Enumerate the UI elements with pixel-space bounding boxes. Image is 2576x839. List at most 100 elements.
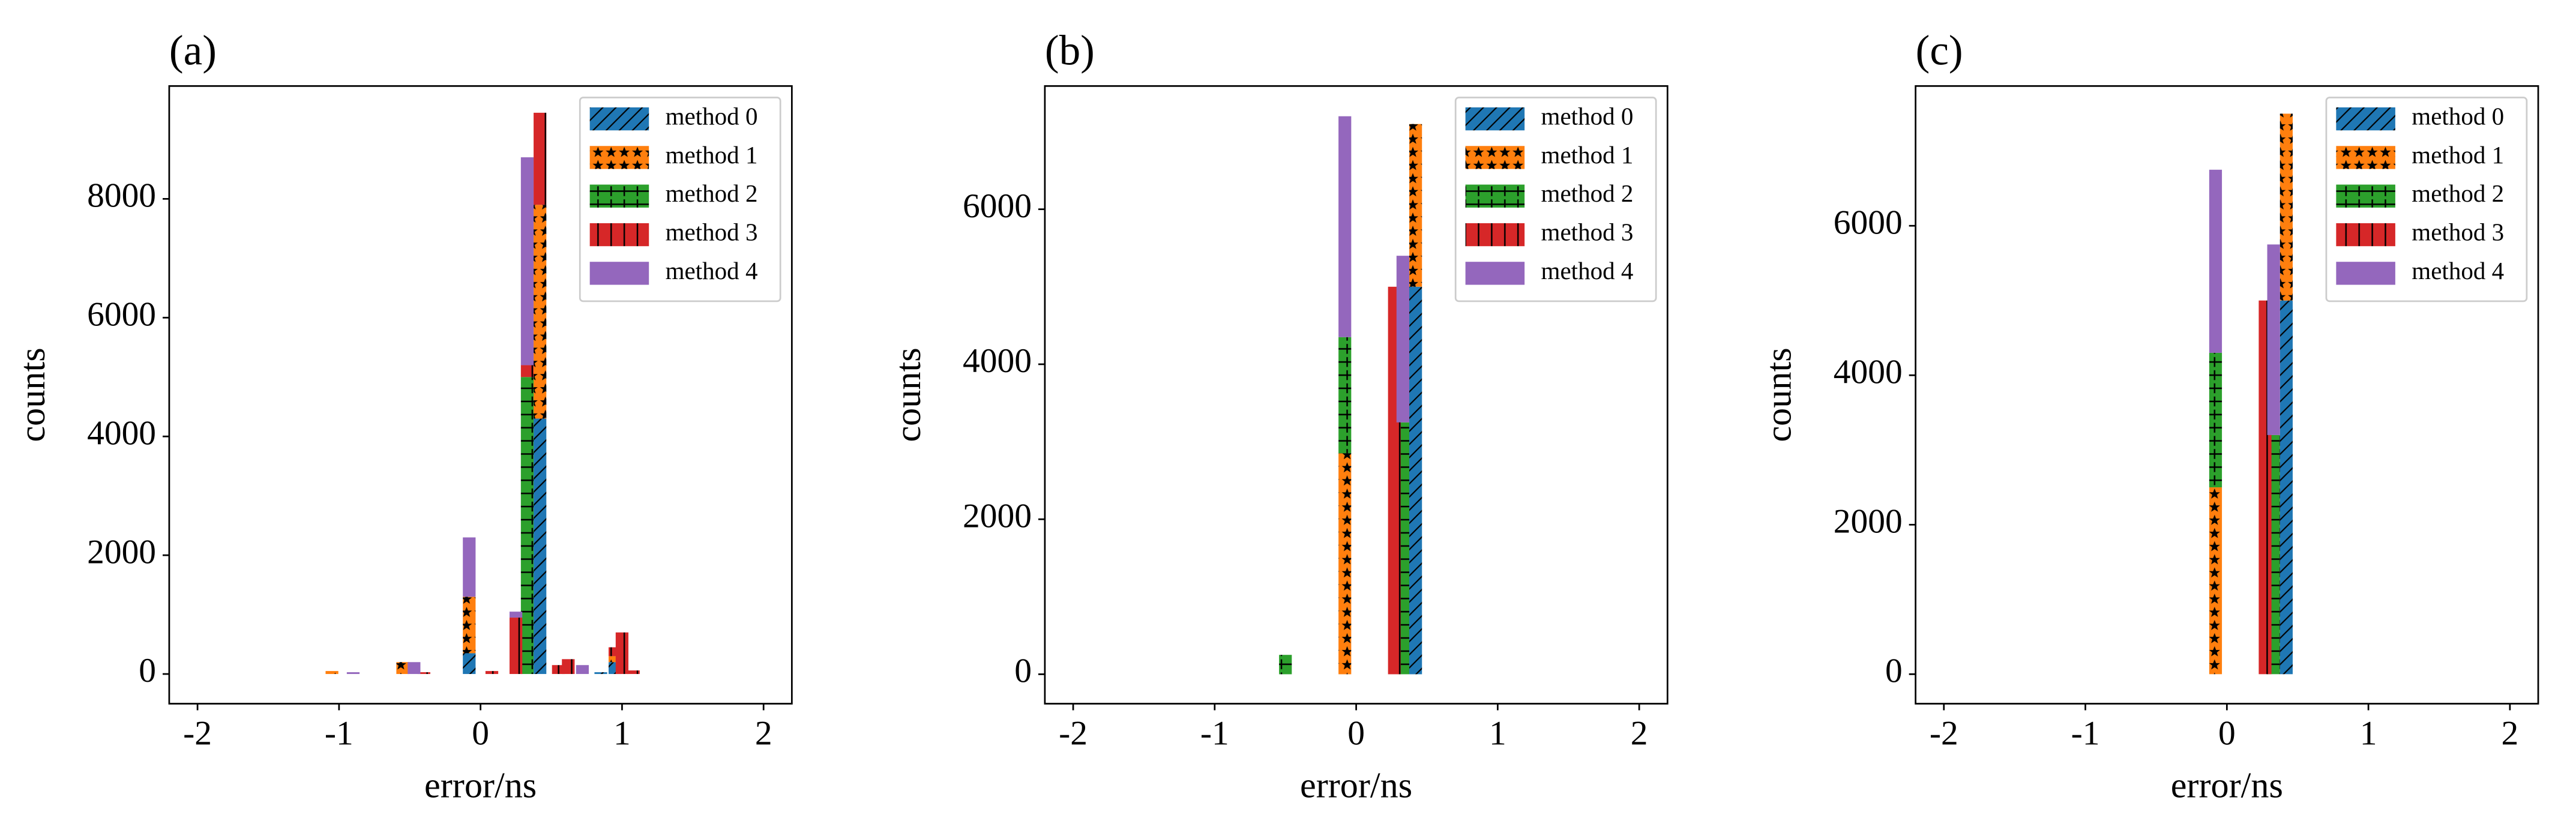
y-tick-label: 4000 bbox=[963, 342, 1032, 380]
bar bbox=[576, 665, 589, 675]
x-tick-label: 2 bbox=[755, 714, 772, 752]
x-tick-label: -2 bbox=[183, 714, 212, 752]
legend-swatch bbox=[589, 107, 649, 131]
y-tick-label: 2000 bbox=[1834, 502, 1903, 540]
bar bbox=[520, 157, 534, 365]
bar bbox=[1279, 655, 1292, 675]
legend-swatch bbox=[2336, 223, 2395, 247]
legend-swatch bbox=[2336, 146, 2395, 169]
legend-label: method 2 bbox=[2412, 179, 2504, 207]
bar bbox=[2267, 244, 2280, 435]
legend-swatch bbox=[589, 184, 649, 208]
panel-label: (b) bbox=[1045, 28, 1095, 74]
y-tick-label: 0 bbox=[1885, 652, 1903, 690]
y-axis-label: counts bbox=[888, 347, 928, 442]
bar bbox=[417, 672, 430, 675]
bar bbox=[534, 418, 547, 675]
legend-swatch bbox=[1465, 223, 1525, 247]
bar bbox=[2209, 352, 2222, 488]
bar bbox=[1338, 116, 1352, 337]
legend-label: method 4 bbox=[2412, 257, 2504, 284]
bar bbox=[463, 653, 476, 675]
bar bbox=[485, 671, 499, 675]
y-tick-label: 2000 bbox=[963, 497, 1032, 535]
bar bbox=[609, 656, 622, 663]
x-tick-label: 1 bbox=[613, 714, 631, 752]
bar bbox=[1396, 256, 1410, 423]
x-tick-label: 0 bbox=[2218, 714, 2236, 752]
legend-label: method 0 bbox=[666, 103, 758, 130]
x-tick-label: -1 bbox=[2071, 714, 2100, 752]
y-tick-label: 4000 bbox=[87, 414, 156, 452]
bar bbox=[1338, 453, 1352, 675]
x-axis-label: error/ns bbox=[2171, 766, 2283, 806]
bar bbox=[552, 665, 565, 675]
bar bbox=[1338, 337, 1352, 454]
y-tick-label: 6000 bbox=[87, 295, 156, 333]
legend-label: method 2 bbox=[666, 179, 758, 207]
bar bbox=[594, 672, 607, 675]
legend-swatch bbox=[1465, 146, 1525, 169]
bar bbox=[627, 670, 640, 675]
x-tick-label: 1 bbox=[2360, 714, 2377, 752]
bar bbox=[534, 112, 547, 205]
bar bbox=[408, 662, 421, 675]
legend-swatch bbox=[589, 146, 649, 169]
x-tick-label: 2 bbox=[1631, 714, 1648, 752]
bar bbox=[2280, 113, 2293, 301]
legend-swatch bbox=[1465, 107, 1525, 131]
legend-label: method 0 bbox=[2412, 103, 2504, 130]
legend-swatch bbox=[589, 223, 649, 247]
legend-label: method 0 bbox=[1541, 103, 1634, 130]
bar bbox=[346, 672, 360, 675]
legend-swatch bbox=[1465, 184, 1525, 208]
y-tick-label: 6000 bbox=[963, 187, 1032, 225]
y-tick-label: 4000 bbox=[1834, 353, 1903, 391]
legend-label: method 3 bbox=[1541, 218, 1634, 245]
x-tick-label: -1 bbox=[1200, 714, 1229, 752]
bar bbox=[562, 659, 575, 675]
legend-label: method 3 bbox=[666, 218, 758, 245]
legend-label: method 1 bbox=[2412, 141, 2504, 169]
legend-swatch bbox=[2336, 184, 2395, 208]
bar bbox=[1409, 286, 1422, 675]
bar bbox=[520, 365, 534, 377]
bar bbox=[534, 205, 547, 419]
legend-swatch bbox=[2336, 262, 2395, 285]
x-tick-label: 0 bbox=[472, 714, 489, 752]
y-tick-label: 0 bbox=[1014, 652, 1032, 690]
bar bbox=[2209, 487, 2222, 675]
bar bbox=[325, 671, 339, 675]
y-axis-label: counts bbox=[1759, 347, 1799, 442]
bar bbox=[463, 597, 476, 654]
x-axis-label: error/ns bbox=[1300, 766, 1412, 806]
y-tick-label: 2000 bbox=[87, 533, 156, 571]
legend-label: method 3 bbox=[2412, 218, 2504, 245]
x-tick-label: -1 bbox=[325, 714, 354, 752]
bar bbox=[1409, 124, 1422, 287]
bar bbox=[509, 618, 523, 675]
legend-label: method 1 bbox=[1541, 141, 1634, 169]
legend-label: method 4 bbox=[666, 257, 758, 284]
bar bbox=[2209, 169, 2222, 353]
y-tick-label: 6000 bbox=[1834, 203, 1903, 241]
y-axis-label: counts bbox=[13, 347, 53, 442]
panel-label: (c) bbox=[1916, 28, 1963, 74]
y-tick-label: 8000 bbox=[87, 177, 156, 215]
x-tick-label: 2 bbox=[2502, 714, 2519, 752]
bar bbox=[509, 612, 523, 618]
panel-label: (a) bbox=[169, 28, 217, 74]
y-tick-label: 0 bbox=[139, 652, 156, 690]
legend-label: method 1 bbox=[666, 141, 758, 169]
bar bbox=[396, 662, 409, 675]
x-axis-label: error/ns bbox=[424, 766, 537, 806]
legend-label: method 2 bbox=[1541, 179, 1634, 207]
legend-swatch bbox=[2336, 107, 2395, 131]
bar bbox=[2280, 300, 2293, 675]
x-tick-label: -2 bbox=[1930, 714, 1958, 752]
x-tick-label: -2 bbox=[1059, 714, 1088, 752]
legend-label: method 4 bbox=[1541, 257, 1634, 284]
bar bbox=[520, 377, 534, 675]
legend-swatch bbox=[1465, 262, 1525, 285]
